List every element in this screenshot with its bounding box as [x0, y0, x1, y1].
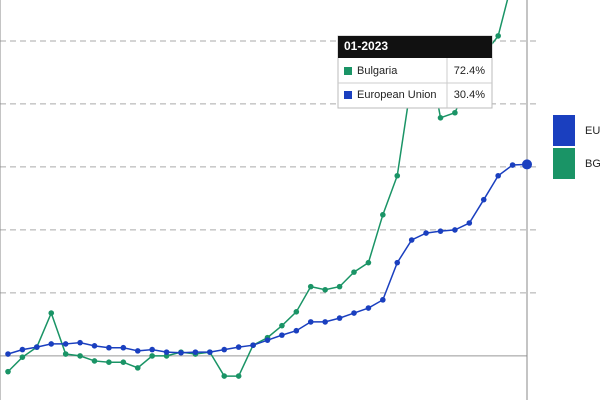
- data-point: [91, 343, 98, 349]
- legend-label: EU: [585, 125, 600, 137]
- data-point: [221, 373, 228, 379]
- data-point: [48, 341, 55, 347]
- data-point: [134, 348, 141, 354]
- data-point: [394, 172, 401, 179]
- series-line: [7, 163, 528, 355]
- data-point: [408, 237, 415, 243]
- data-point: [293, 327, 300, 334]
- data-point: [48, 310, 55, 316]
- data-point: [380, 297, 386, 303]
- tooltip-value: 30.4%: [454, 89, 485, 101]
- data-point: [5, 368, 11, 375]
- data-point: [307, 283, 314, 290]
- legend-swatch: [553, 148, 575, 179]
- data-point: [322, 319, 328, 325]
- data-point: [351, 310, 357, 316]
- data-point: [149, 353, 155, 359]
- data-point: [365, 305, 372, 311]
- data-point: [264, 337, 271, 343]
- data-point: [437, 228, 444, 234]
- data-point: [336, 283, 343, 290]
- tooltip-title: 01-2023: [344, 39, 388, 53]
- grid: [0, 40, 540, 357]
- data-point: [235, 344, 242, 350]
- tooltip-value: 72.4%: [454, 65, 485, 77]
- data-point: [221, 346, 228, 353]
- data-point: [452, 109, 458, 116]
- data-point: [394, 259, 401, 266]
- lines: [5, 0, 532, 379]
- data-point: [293, 309, 300, 315]
- legend: EU BG: [553, 115, 600, 179]
- tooltip-series: European Union: [357, 89, 437, 101]
- data-point: [5, 351, 11, 357]
- data-point: [452, 227, 458, 233]
- data-point: [192, 349, 199, 355]
- data-point: [19, 354, 26, 360]
- legend-swatch: [553, 115, 575, 146]
- data-point: [423, 230, 429, 236]
- data-point: [106, 359, 112, 366]
- data-point: [235, 373, 242, 379]
- data-point: [62, 341, 69, 347]
- tooltip: 01-2023 Bulgaria 72.4% European Union 30…: [337, 35, 493, 109]
- data-point: [120, 359, 127, 366]
- data-point: [91, 358, 98, 364]
- data-point: [250, 342, 256, 348]
- data-point: [495, 172, 501, 179]
- data-point: [437, 114, 444, 121]
- data-point: [34, 344, 40, 350]
- data-point: [480, 196, 487, 203]
- tooltip-swatch: [344, 91, 352, 99]
- data-point: [106, 344, 112, 351]
- legend-label: BG: [585, 158, 600, 170]
- data-point: [19, 346, 26, 353]
- data-point: [495, 33, 501, 39]
- data-point: [77, 339, 83, 346]
- data-point: [120, 344, 127, 351]
- data-point: [207, 349, 213, 355]
- data-point: [134, 365, 141, 371]
- data-point: [62, 351, 69, 357]
- data-point: [351, 269, 357, 275]
- data-point: [163, 349, 170, 355]
- data-point: [322, 286, 328, 293]
- data-point: [336, 315, 343, 321]
- data-point: [307, 319, 314, 325]
- tooltip-swatch: [344, 67, 352, 75]
- data-point: [522, 159, 532, 170]
- data-point: [149, 346, 155, 353]
- data-point: [77, 353, 83, 359]
- data-point: [509, 162, 516, 168]
- data-point: [365, 259, 372, 266]
- tooltip-series: Bulgaria: [357, 65, 398, 77]
- data-point: [279, 332, 285, 338]
- data-point: [178, 349, 184, 356]
- data-point: [380, 212, 386, 218]
- data-point: [466, 220, 473, 226]
- data-point: [279, 322, 285, 329]
- tooltip-header: [338, 36, 492, 58]
